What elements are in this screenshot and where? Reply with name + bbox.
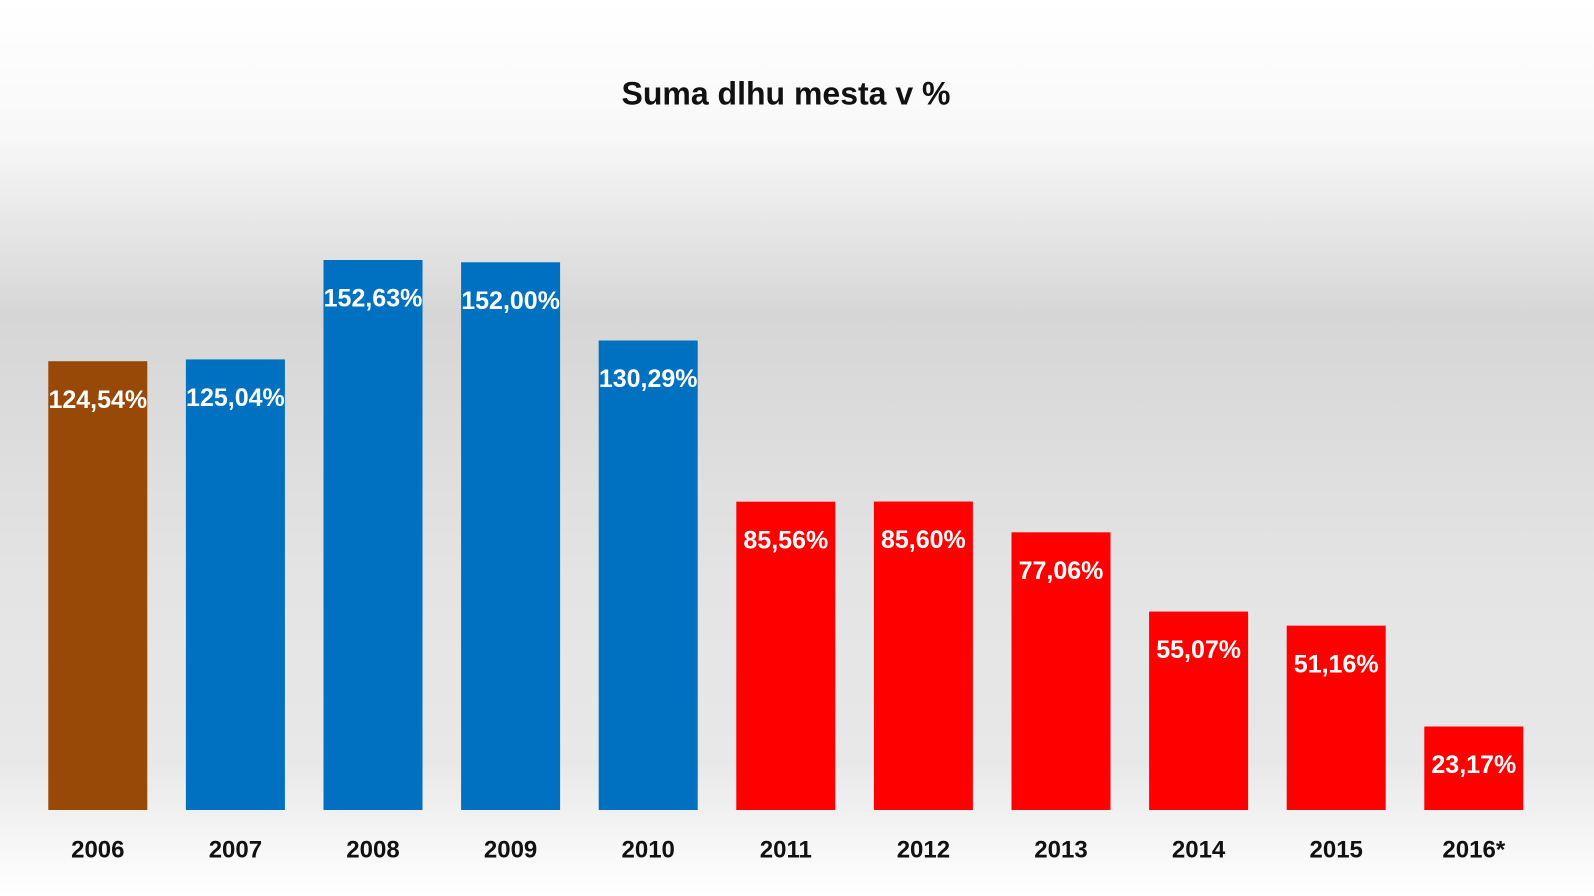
value-label: 85,56%: [743, 526, 828, 554]
value-label: 77,06%: [1019, 557, 1104, 585]
bar: [1424, 726, 1524, 810]
x-tick-label: 2015: [1310, 836, 1363, 863]
x-tick-label: 2009: [484, 836, 537, 863]
value-label: 152,00%: [461, 287, 560, 315]
x-tick-label: 2014: [1172, 836, 1226, 863]
value-label: 125,04%: [186, 384, 285, 412]
bar: [1011, 532, 1111, 810]
x-tick-label: 2006: [71, 836, 124, 863]
x-tick-label: 2016*: [1442, 836, 1505, 863]
value-label: 152,63%: [324, 285, 423, 313]
x-tick-label: 2013: [1034, 836, 1087, 863]
chart-title: Suma dlhu mesta v %: [622, 75, 951, 111]
x-tick-label: 2012: [897, 836, 950, 863]
x-tick-label: 2010: [622, 836, 675, 863]
bar: [461, 262, 561, 810]
bar: [736, 501, 836, 810]
bar: [1286, 625, 1386, 810]
bar: [48, 361, 148, 810]
x-tick-label: 2011: [760, 836, 812, 863]
x-tick-label: 2007: [209, 836, 262, 863]
value-label: 85,60%: [881, 526, 966, 554]
value-label: 130,29%: [599, 365, 698, 393]
x-tick-label: 2008: [346, 836, 399, 863]
value-label: 23,17%: [1431, 751, 1516, 779]
bar: [323, 260, 423, 810]
bar: [873, 501, 973, 810]
value-label: 55,07%: [1156, 636, 1241, 664]
value-label: 124,54%: [48, 386, 147, 414]
bar: [598, 340, 698, 810]
value-label: 51,16%: [1294, 650, 1379, 678]
bar: [1149, 611, 1249, 810]
bar: [185, 359, 285, 810]
